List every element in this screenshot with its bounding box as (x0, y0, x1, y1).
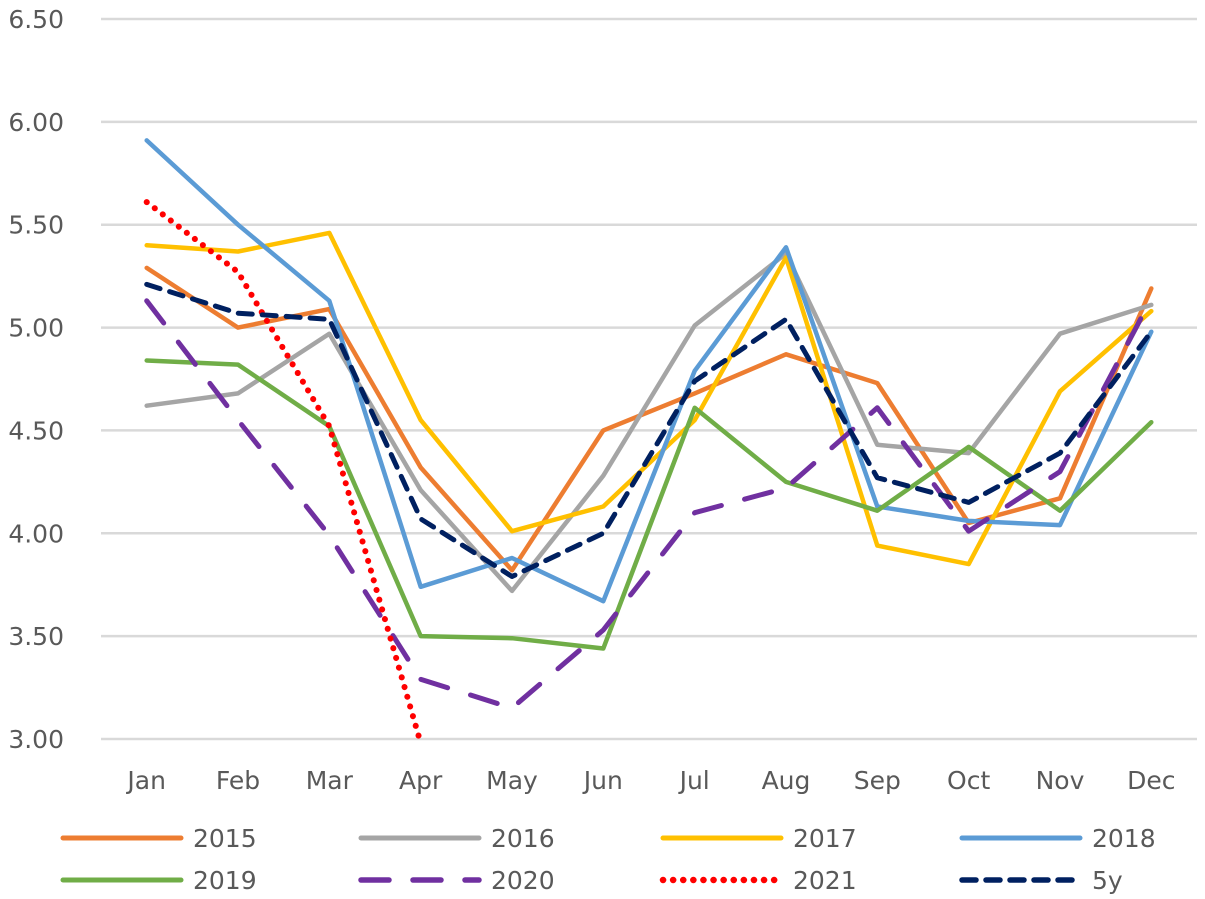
x-tick-label: May (486, 766, 538, 795)
gridlines (101, 17, 1197, 741)
series-line-5y (144, 281, 1154, 579)
x-axis-tick-labels: Jan Feb Mar Apr May Jun Jul Aug Sep Oct Nov Dec (125, 766, 1175, 795)
legend-item-2015: 2015 (60, 824, 257, 853)
legend-label: 2017 (793, 824, 857, 853)
x-tick-label: Mar (306, 766, 354, 795)
legend-label: 5y (1092, 866, 1123, 895)
legend-item-5y: 5y (959, 866, 1123, 895)
series-lines (143, 138, 1154, 742)
series-line-2019 (144, 358, 1154, 651)
legend-item-2021: 2021 (659, 866, 857, 895)
x-tick-label: Feb (216, 766, 260, 795)
y-tick-label: 6.00 (8, 108, 64, 137)
y-tick-label: 3.00 (8, 725, 64, 754)
series-line-2016 (144, 251, 1154, 594)
legend: 2015 2016 2017 2018 2019 2020 2021 5y (60, 824, 1156, 895)
y-tick-label: 5.00 (8, 314, 64, 343)
y-tick-label: 3.50 (8, 622, 64, 651)
x-tick-label: Jun (582, 766, 623, 795)
y-tick-label: 4.50 (8, 416, 64, 445)
legend-label: 2021 (793, 866, 857, 895)
legend-label: 2016 (491, 824, 555, 853)
x-tick-label: Jan (125, 766, 166, 795)
series-line-2021 (143, 199, 424, 742)
legend-label: 2020 (491, 866, 555, 895)
x-tick-label: Sep (854, 766, 901, 795)
legend-label: 2015 (193, 824, 257, 853)
x-tick-label: Nov (1036, 766, 1085, 795)
y-tick-label: 6.50 (8, 5, 64, 34)
x-tick-label: Aug (762, 766, 811, 795)
y-tick-label: 5.50 (8, 211, 64, 240)
legend-item-2020: 2020 (358, 866, 555, 895)
legend-label: 2018 (1092, 824, 1156, 853)
legend-item-2017: 2017 (660, 824, 857, 853)
x-tick-label: Dec (1127, 766, 1175, 795)
legend-item-2018: 2018 (959, 824, 1156, 853)
x-tick-label: Oct (947, 766, 990, 795)
legend-item-2016: 2016 (358, 824, 555, 853)
legend-label: 2019 (193, 866, 257, 895)
y-axis-tick-labels: 3.00 3.50 4.00 4.50 5.00 5.50 6.00 6.50 (8, 5, 64, 754)
legend-item-2019: 2019 (60, 866, 257, 895)
y-tick-label: 4.00 (8, 519, 64, 548)
x-tick-label: Apr (399, 766, 443, 795)
series-line-2020 (144, 296, 1154, 711)
series-line-2017 (144, 230, 1154, 567)
x-tick-label: Jul (678, 766, 710, 795)
